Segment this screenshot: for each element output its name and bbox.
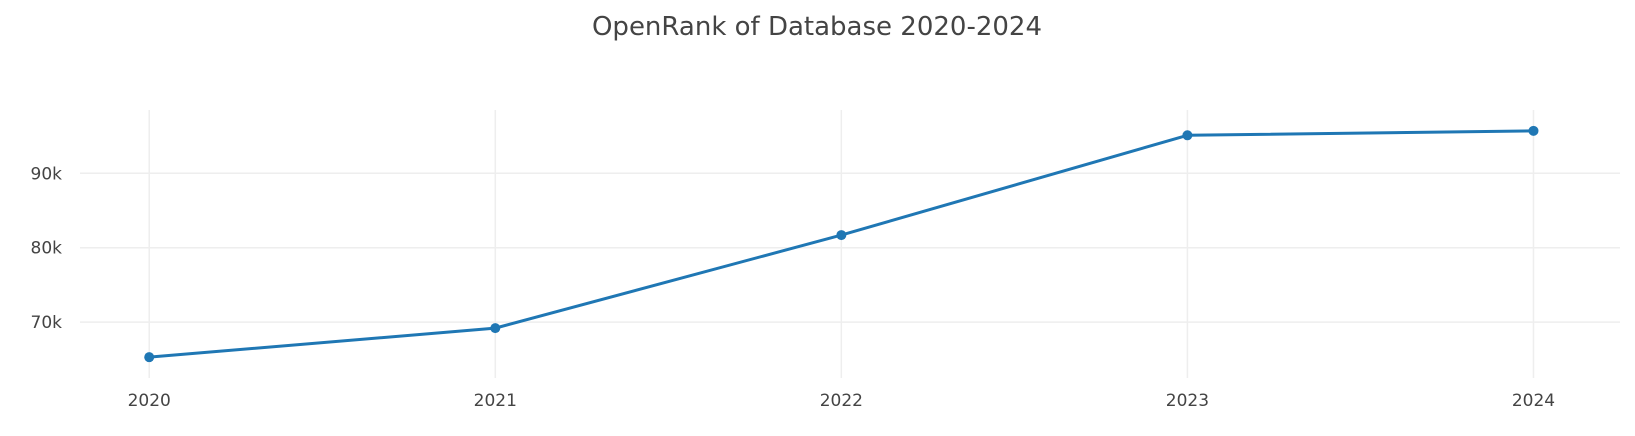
x-tick-label-2021: 2021 — [474, 391, 517, 411]
x-tick-label-2024: 2024 — [1512, 391, 1555, 411]
y-tick-label-70k: 70k — [31, 313, 63, 333]
data-point-2021[interactable] — [490, 323, 501, 334]
x-gridlines — [148, 110, 1535, 378]
points-layer — [144, 125, 1539, 363]
data-point-2024[interactable] — [1528, 125, 1539, 136]
x-tick-label-2023: 2023 — [1166, 391, 1209, 411]
x-tick-label-2020: 2020 — [128, 391, 171, 411]
x-tick-label-2022: 2022 — [820, 391, 863, 411]
x-tick-labels: 2020 2021 2022 2023 2024 — [128, 391, 1556, 411]
y-tick-labels: 70k 80k 90k — [31, 164, 63, 333]
y-tick-label-90k: 90k — [31, 164, 63, 184]
y-gridlines — [80, 172, 1620, 323]
chart-title: OpenRank of Database 2020-2024 — [592, 12, 1042, 42]
y-tick-label-80k: 80k — [31, 239, 63, 259]
data-point-2020[interactable] — [144, 352, 155, 363]
data-point-2023[interactable] — [1182, 130, 1193, 141]
data-point-2022[interactable] — [836, 230, 847, 241]
